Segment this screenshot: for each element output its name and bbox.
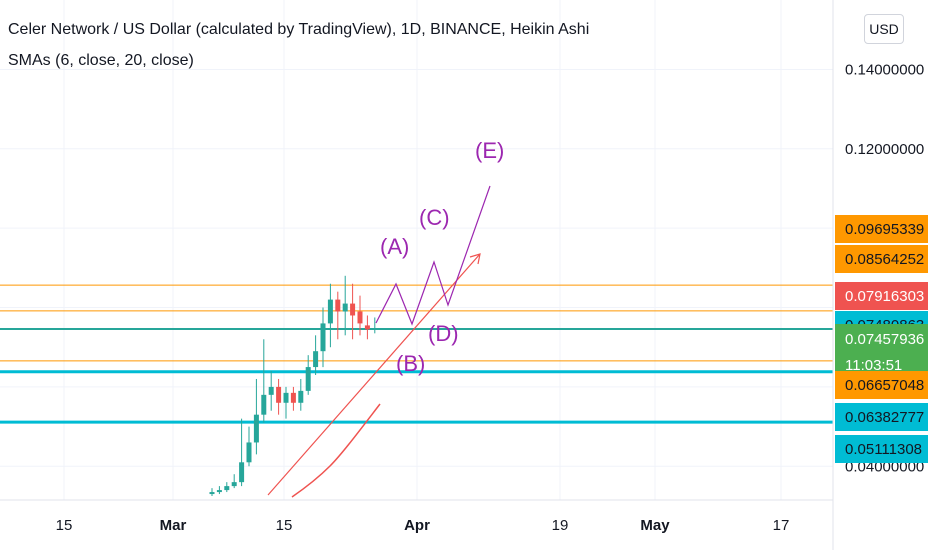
candle-body xyxy=(216,490,222,493)
candle-body xyxy=(268,386,274,395)
x-tick-label: Apr xyxy=(404,517,430,534)
x-tick-label: 15 xyxy=(56,517,73,534)
price-tag-bg xyxy=(835,215,928,243)
candle-body xyxy=(350,303,356,316)
price-tag: 0.06657048 xyxy=(835,371,928,399)
candle-body xyxy=(239,462,245,483)
price-tag: 0.05111308 xyxy=(835,435,928,463)
price-tag: 0.08564252 xyxy=(835,245,928,273)
wave-label[interactable]: (A) xyxy=(380,234,409,259)
price-tag-bg xyxy=(835,282,928,310)
price-tag-label: 0.07916303 xyxy=(845,288,924,305)
candle-body xyxy=(209,492,215,495)
y-tick-label: 0.14000000 xyxy=(845,61,924,78)
price-tag-bg xyxy=(835,245,928,273)
y-tick-label: 0.12000000 xyxy=(845,141,924,158)
x-tick-label: 19 xyxy=(552,517,569,534)
indicator-legend[interactable]: SMAs (6, close, 20, close) xyxy=(8,52,194,69)
price-tag-label: 0.06657048 xyxy=(845,377,924,394)
wave-label[interactable]: (D) xyxy=(428,321,459,346)
price-tags: 0.096953390.085642520.079163030.07480863… xyxy=(835,215,928,463)
price-tag-countdown: 11:03:51 xyxy=(845,357,902,374)
candle-body xyxy=(283,392,289,403)
grid xyxy=(0,0,833,500)
x-tick-label: 17 xyxy=(773,517,790,534)
candle-body xyxy=(364,325,370,330)
price-tag-label: 0.06382777 xyxy=(845,409,924,426)
candle-body xyxy=(305,367,311,391)
x-tick-label: 15 xyxy=(276,517,293,534)
price-tag-bg xyxy=(835,371,928,399)
horizontal-levels[interactable] xyxy=(0,284,833,424)
candle-body xyxy=(357,311,363,324)
price-tag: 0.09695339 xyxy=(835,215,928,243)
trend-arrow-head[interactable] xyxy=(469,253,481,265)
candle-body xyxy=(276,386,282,403)
sma-line[interactable] xyxy=(291,403,381,498)
x-tick-label: Mar xyxy=(160,517,187,534)
candle-body xyxy=(335,299,341,312)
x-tick-label: May xyxy=(640,517,670,534)
candle-body xyxy=(261,394,267,415)
wave-label[interactable]: (E) xyxy=(475,138,504,163)
price-tag-label: 0.05111308 xyxy=(845,441,922,458)
price-tag-bg xyxy=(835,403,928,431)
candles xyxy=(209,275,378,497)
candle-body xyxy=(253,414,259,443)
price-tag-label: 0.08564252 xyxy=(845,251,924,268)
candle-body xyxy=(372,328,378,330)
price-tag: 0.07916303 xyxy=(835,282,928,310)
price-tag-label: 0.07457936 xyxy=(845,331,924,348)
price-tag-label: 0.09695339 xyxy=(845,221,924,238)
candle-body xyxy=(224,486,230,491)
candle-body xyxy=(298,390,304,403)
currency-button[interactable]: USD xyxy=(864,14,904,44)
candle-body xyxy=(342,303,348,312)
elliott-wave-path[interactable] xyxy=(375,185,491,326)
price-tag: 0.06382777 xyxy=(835,403,928,431)
drawings[interactable]: (A) (B) (C) (D) (E) xyxy=(267,138,504,498)
candle-body xyxy=(290,392,296,403)
price-tag-bg xyxy=(835,435,928,463)
candle-body xyxy=(320,323,326,352)
candle-body xyxy=(246,442,252,463)
trend-arrow-line[interactable] xyxy=(267,253,481,496)
chart-title: Celer Network / US Dollar (calculated by… xyxy=(8,21,590,38)
candle-body xyxy=(313,351,319,368)
wave-label[interactable]: (C) xyxy=(419,205,450,230)
wave-label[interactable]: (B) xyxy=(396,351,425,376)
candle-body xyxy=(327,299,333,324)
candle-body xyxy=(231,482,237,487)
